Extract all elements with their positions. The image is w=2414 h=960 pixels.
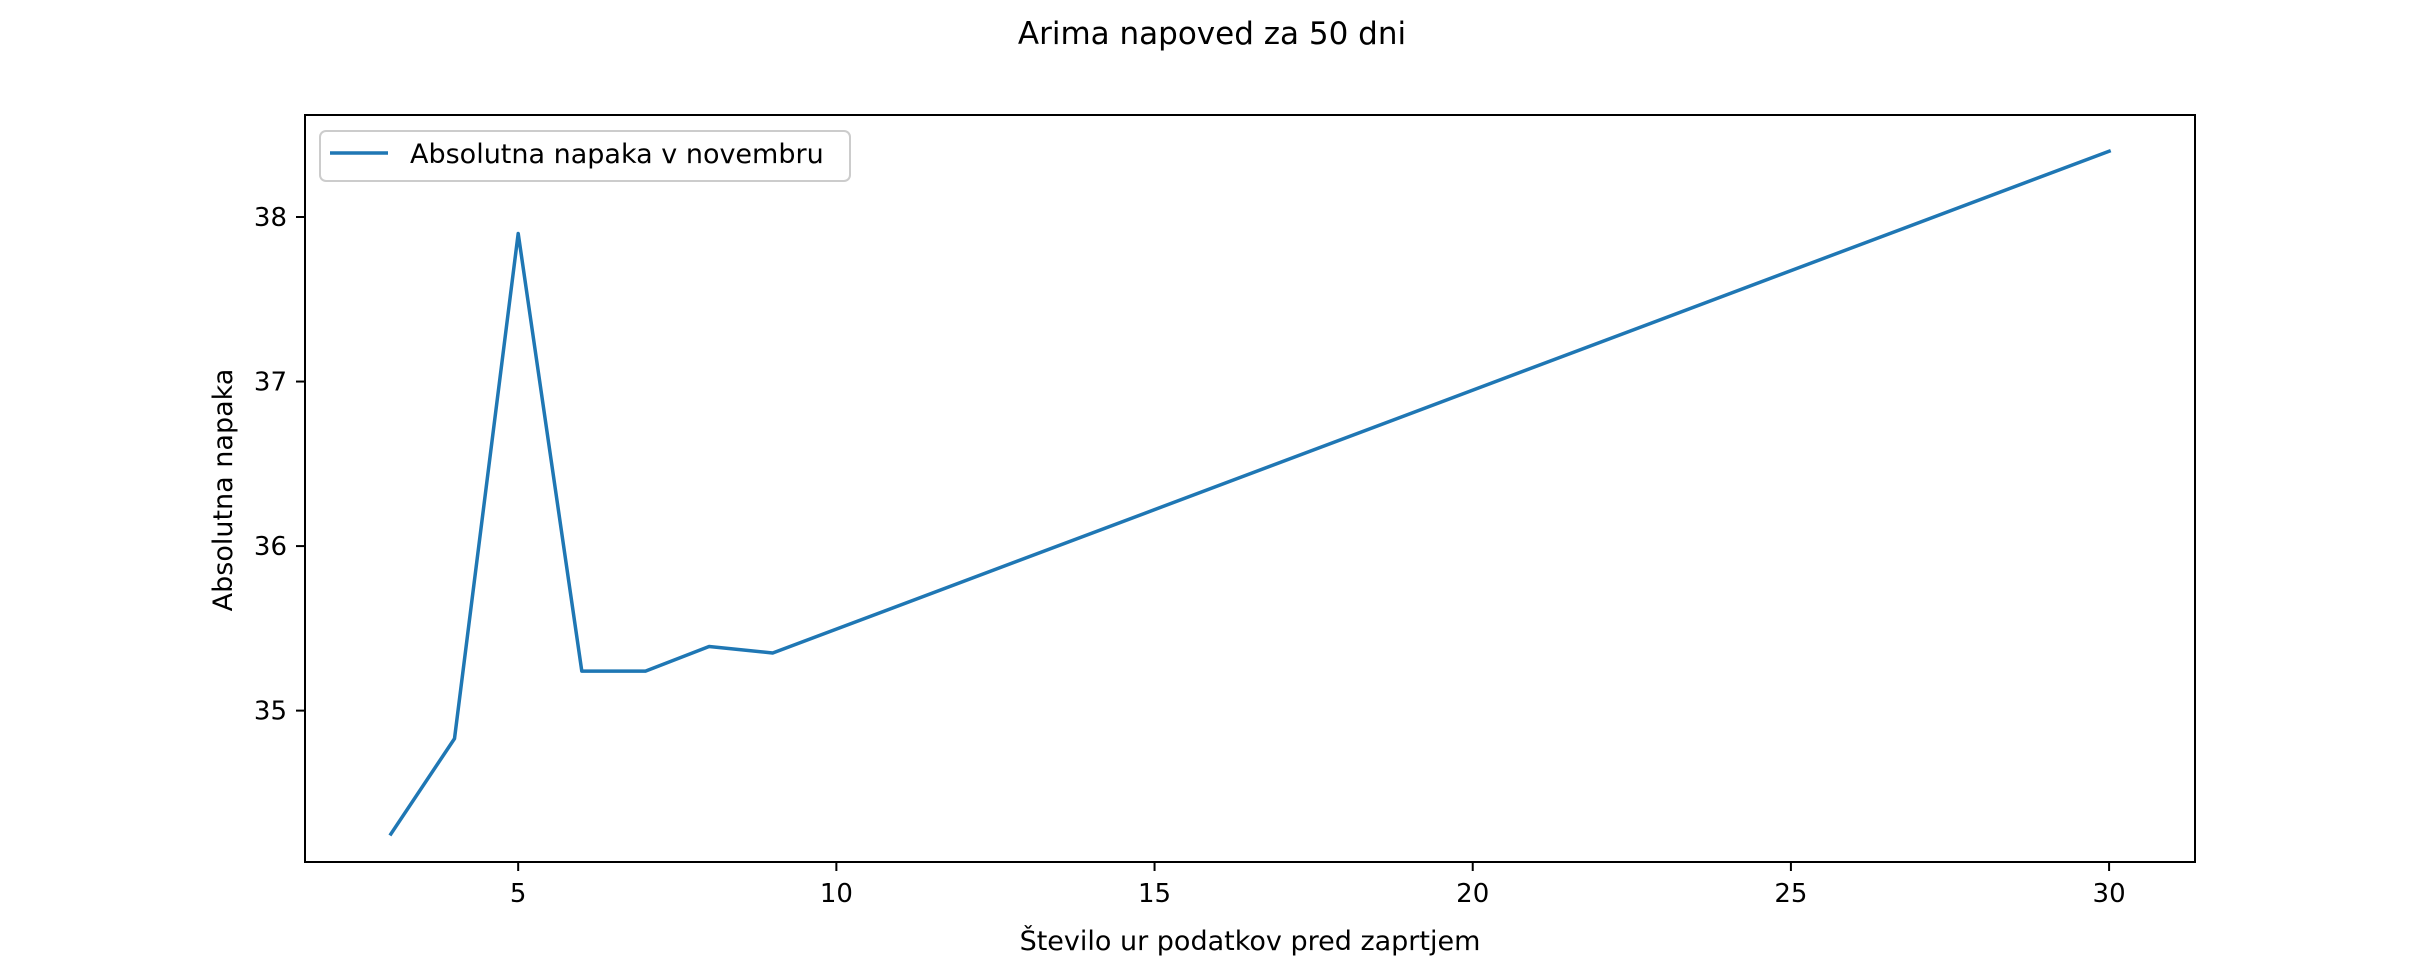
series-line: [388, 148, 2112, 837]
legend: Absolutna napaka v novembru: [319, 130, 851, 182]
legend-label: Absolutna napaka v novembru: [410, 139, 824, 170]
y-tick-label: 38: [254, 203, 287, 233]
y-axis-label: Absolutna napaka: [208, 369, 239, 612]
x-tick-label: 30: [2093, 879, 2126, 909]
y-tick-label: 35: [254, 697, 287, 727]
x-axis-label: Število ur podatkov pred zaprtjem: [1020, 925, 1481, 957]
plot-area: [388, 148, 2112, 837]
legend-box: [319, 130, 851, 182]
chart-title: Arima napoved za 50 dni: [1018, 16, 1406, 52]
x-tick-label: 5: [510, 879, 527, 909]
y-tick-label: 37: [254, 368, 287, 398]
x-tick-label: 20: [1456, 879, 1489, 909]
x-tick-label: 10: [820, 879, 853, 909]
axes-frame: [304, 114, 2196, 863]
x-tick-label: 15: [1138, 879, 1171, 909]
x-axis-ticks: 5 10 15 20 25 30: [510, 862, 2126, 909]
y-axis-ticks: 35 36 37 38: [254, 203, 305, 727]
x-tick-label: 25: [1774, 879, 1807, 909]
y-tick-label: 36: [254, 532, 287, 562]
